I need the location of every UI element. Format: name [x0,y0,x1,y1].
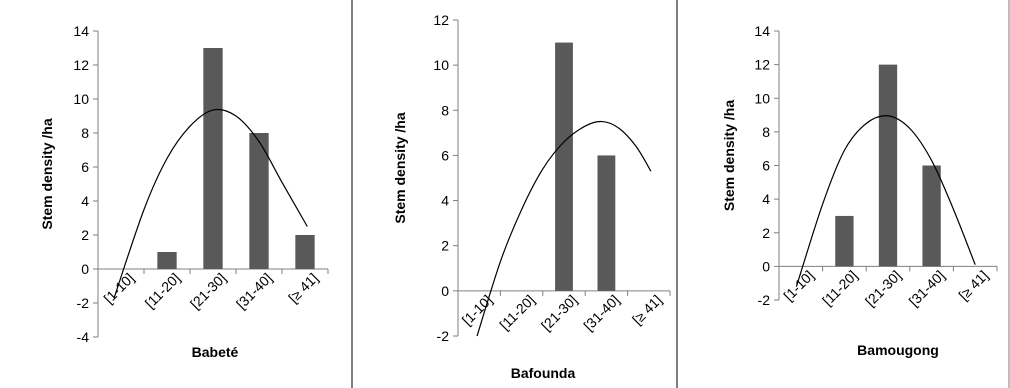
x-tick-label: [11-20] [496,292,537,333]
y-axis-title: Stem density /ha [39,118,55,229]
bar-2 [835,215,854,267]
y-tick-label: 6 [441,147,449,163]
x-axis-title: Babeté [192,344,239,360]
y-tick-label: -2 [77,295,90,311]
y-tick-label: 14 [754,23,770,39]
x-tick-label: [31-40] [233,270,275,312]
y-tick-label: 6 [81,159,89,175]
frame-border [1008,0,1010,388]
y-tick-label: 12 [433,12,449,28]
y-tick-label: 6 [762,158,770,174]
bar-4 [922,165,941,267]
bar-3 [555,42,573,291]
y-tick-label: 0 [762,258,770,274]
x-tick-label: [≥ 41] [285,270,321,306]
y-tick-label: -4 [77,329,90,345]
x-tick-label: [21-30] [538,292,580,334]
y-tick-label: 0 [81,261,89,277]
chart-panel-bafounda: -2 0 2 4 6 8 10 12 [1-10] [11-20] [21-30] [31-40] [≥… [353,0,677,388]
y-tick-label: 8 [762,124,770,140]
y-axis-title: Stem density /ha [721,100,737,211]
y-tick-label: 12 [73,57,89,73]
panel-divider [676,0,678,388]
x-tick-label: [1-10] [780,267,817,304]
x-axis-title: Bafounda [511,365,576,381]
x-tick-label: [21-30] [862,267,904,309]
y-tick-label: 2 [762,225,770,241]
chart-panel-babete: -4 -2 0 2 4 6 8 10 12 14 [1-10] [11-20] [21-30] [31-4… [0,0,352,388]
x-tick-label: [≥ 41] [955,267,991,303]
chart-bamougong: -2 0 2 4 6 8 10 12 14 [1-10] [11-20] [21-30] [31-40]… [721,23,998,358]
y-tick-label: -2 [758,292,771,308]
y-tick-label: 14 [73,23,89,39]
x-tick-label: [31-40] [906,267,948,309]
chart-babete: -4 -2 0 2 4 6 8 10 12 14 [1-10] [11-20] [21-30] [31-4… [39,23,329,360]
trend-line [795,115,976,287]
x-tick-label: [21-30] [187,270,229,312]
y-tick-label: 2 [81,227,89,243]
bar-4 [249,133,269,269]
trend-line [476,120,652,337]
y-tick-label: 12 [754,57,770,73]
y-tick-label: 4 [762,191,770,207]
x-axis-title: Bamougong [857,342,939,358]
x-tick-label: [11-20] [819,267,860,308]
y-tick-label: 4 [441,193,449,209]
x-tick-label: [11-20] [142,270,183,311]
bar-3 [203,48,223,269]
bar-4 [597,155,616,291]
chart-panel-bamougong: -2 0 2 4 6 8 10 12 14 [1-10] [11-20] [21-30] [31-40]… [678,0,1010,388]
bar-2 [157,252,177,269]
bar-3 [878,64,898,267]
panel-divider [351,0,353,388]
x-tick-label: [1-10] [100,270,137,307]
y-tick-label: 8 [441,102,449,118]
y-tick-label: 8 [81,125,89,141]
x-tick-label: [31-40] [580,292,622,334]
bar-5 [295,235,315,269]
trend-line [113,108,308,299]
chart-bafounda: -2 0 2 4 6 8 10 12 [1-10] [11-20] [21-30] [31-40] [≥… [392,12,671,381]
y-axis-title: Stem density /ha [392,112,408,223]
y-tick-label: 0 [441,283,449,299]
x-tick-label: [≥ 41] [629,292,665,328]
x-tick-label: [1-10] [459,292,496,329]
y-tick-label: 10 [73,91,89,107]
y-tick-label: 10 [433,57,449,73]
y-tick-label: -2 [437,328,450,344]
y-tick-label: 10 [754,90,770,106]
y-tick-label: 2 [441,238,449,254]
y-tick-label: 4 [81,193,89,209]
